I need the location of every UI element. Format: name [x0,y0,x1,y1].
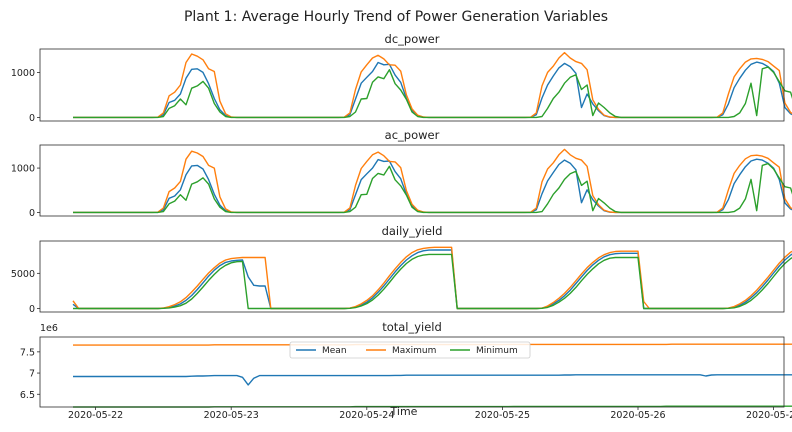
panel-frame [39,144,785,217]
panel-title: dc_power [385,32,440,46]
series-line-minimum [73,253,792,310]
y-tick-label: 0 [29,113,35,124]
y-tick-label: 7.5 [20,347,35,358]
series-line-maximum [73,51,792,119]
series-line-minimum [73,66,792,119]
panel-frame [39,336,785,408]
panels: dc_power 0 1000 ac_power 0 1000 daily_yield 0 50… [11,32,792,408]
legend: Mean Maximum Minimum [289,341,531,359]
y-scale-label: 1e6 [40,323,58,334]
series-line-maximum [72,246,792,310]
legend-box [289,341,531,359]
panel-ac-power: ac_power 0 1000 [11,128,792,219]
panel-title: daily_yield [382,224,443,238]
panel-title: total_yield [382,320,442,334]
x-axis-label: Time [390,405,418,418]
series-line-mean [73,374,792,386]
series-line-maximum [73,343,792,346]
panel-frame [39,240,785,313]
x-axis: 2020-05-22 2020-05-23 2020-05-24 2020-05-25… [68,407,792,421]
panel-frame [39,48,785,122]
series-line-mean [72,249,792,310]
legend-label-minimum: Minimum [476,346,518,356]
x-tick-label: 2020-05-23 [204,410,259,421]
series-line-maximum [73,148,792,214]
x-tick-label: 2020-05-27 [746,410,792,421]
legend-label-maximum: Maximum [392,346,436,356]
y-tick-label: 0 [29,208,35,219]
panel-daily-yield: daily_yield 0 5000 [11,224,792,315]
series-line-minimum [73,162,792,214]
x-tick-label: 2020-05-26 [610,410,665,421]
x-tick-label: 2020-05-22 [68,410,123,421]
panel-title: ac_power [385,128,440,142]
legend-label-mean: Mean [322,346,347,356]
x-tick-label: 2020-05-25 [475,410,530,421]
panel-dc-power: dc_power 0 1000 [11,32,792,124]
y-tick-label: 1000 [11,68,35,79]
series-line-mean [73,61,792,119]
figure-title: Plant 1: Average Hourly Trend of Power G… [184,9,608,25]
y-tick-label: 6.5 [20,390,35,401]
x-tick-label: 2020-05-24 [339,410,394,421]
y-tick-label: 1000 [11,164,35,175]
y-tick-label: 7 [29,369,35,380]
y-tick-label: 5000 [11,269,35,280]
y-tick-label: 0 [29,304,35,315]
series-line-mean [73,158,792,214]
panel-total-yield: total_yield 1e6 6.5 7 7.5 [20,320,792,408]
